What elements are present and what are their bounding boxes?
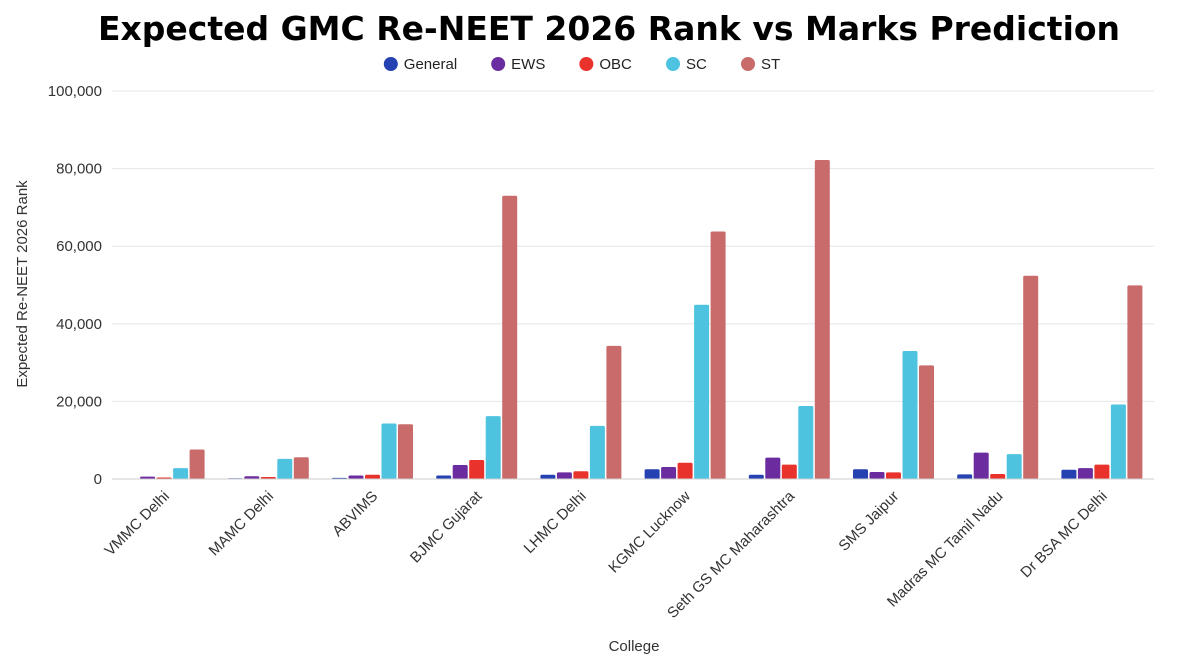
bar-st-0: [189, 449, 205, 479]
bar-obc-2: [365, 474, 380, 479]
legend-item-obc: OBC: [579, 56, 632, 73]
y-axis-ticks: 0 20,000 40,000 60,000 80,000 100,000: [48, 83, 102, 488]
x-tick-label: VMMC Delhi: [101, 488, 173, 560]
bar-sc-7: [902, 350, 918, 479]
bar-sc-1: [277, 458, 293, 479]
y-tick-label: 60,000: [56, 238, 102, 255]
legend-item-ews: EWS: [491, 56, 545, 73]
y-axis-title: Expected Re-NEET 2026 Rank: [14, 180, 31, 388]
x-tick-label: LHMC Delhi: [521, 488, 590, 557]
bar-general-9: [1061, 469, 1077, 479]
x-tick-label: Madras MC Tamil Nadu: [884, 488, 1007, 611]
legend-label: EWS: [511, 56, 545, 73]
bar-sc-2: [381, 423, 397, 479]
legend-swatch: [383, 57, 398, 71]
bar-sc-5: [694, 304, 710, 479]
bar-general-7: [853, 469, 868, 479]
legend-label: ST: [761, 56, 780, 73]
legend-item-general: General: [383, 56, 457, 73]
legend-item-sc: SC: [666, 56, 707, 73]
legend: General EWS OBC SC ST: [383, 56, 780, 73]
legend-item-st: ST: [741, 56, 780, 73]
bar-st-4: [606, 345, 622, 479]
bar-st-2: [398, 424, 413, 479]
legend-label: General: [404, 56, 457, 73]
bar-general-5: [644, 469, 660, 479]
x-tick-label: BJMC Gujarat: [407, 487, 486, 566]
y-tick-label: 0: [94, 471, 102, 488]
x-tick-label: ABVIMS: [329, 488, 381, 540]
x-tick-label: SMS Jaipur: [835, 488, 902, 555]
y-tick-label: 20,000: [56, 393, 102, 410]
y-tick-label: 100,000: [48, 83, 102, 100]
bar-ews-9: [1077, 468, 1093, 479]
bar-st-3: [502, 195, 518, 479]
bar-obc-4: [573, 471, 589, 479]
x-tick-label: MAMC Delhi: [206, 488, 278, 560]
legend-label: SC: [686, 56, 707, 73]
x-tick-label: Dr BSA MC Delhi: [1017, 488, 1110, 581]
bar-sc-9: [1110, 404, 1126, 479]
chart-title: Expected GMC Re-NEET 2026 Rank vs Marks …: [98, 9, 1120, 48]
bar-obc-3: [469, 459, 485, 479]
bar-ews-1: [244, 476, 260, 479]
bar-st-5: [710, 231, 726, 479]
bar-obc-6: [781, 464, 797, 479]
y-tick-label: 80,000: [56, 161, 102, 178]
legend-swatch: [666, 57, 681, 71]
gridlines: [112, 90, 1154, 402]
bar-ews-7: [869, 472, 885, 479]
bar-ews-0: [140, 476, 156, 479]
bar-sc-4: [589, 425, 605, 479]
bar-general-6: [748, 474, 764, 479]
bar-st-9: [1127, 285, 1143, 479]
x-axis-ticks: VMMC Delhi MAMC Delhi ABVIMS BJMC Gujarat LH…: [101, 487, 1110, 622]
bars: [123, 160, 1143, 479]
bar-obc-9: [1094, 464, 1110, 479]
bar-ews-2: [348, 475, 364, 479]
bar-obc-5: [677, 462, 693, 479]
bar-sc-8: [1006, 454, 1022, 479]
bar-st-1: [293, 457, 309, 479]
bar-obc-8: [990, 473, 1006, 479]
bar-general-8: [957, 474, 973, 479]
bar-ews-3: [452, 465, 468, 479]
bar-sc-6: [798, 406, 814, 479]
legend-label: OBC: [599, 56, 632, 73]
bar-sc-0: [173, 468, 189, 479]
bar-obc-7: [886, 472, 901, 479]
bar-st-7: [919, 365, 934, 479]
bar-sc-3: [485, 416, 501, 479]
bar-ews-6: [765, 457, 781, 479]
bar-ews-4: [556, 472, 572, 479]
bar-ews-8: [973, 452, 989, 479]
x-tick-label: KGMC Lucknow: [605, 488, 694, 577]
bar-general-4: [540, 474, 556, 479]
bar-general-3: [436, 475, 452, 479]
legend-swatch: [741, 57, 756, 71]
bar-ews-5: [661, 466, 677, 479]
legend-swatch: [491, 57, 506, 71]
bar-st-8: [1023, 275, 1039, 479]
legend-swatch: [579, 57, 594, 71]
x-axis-title: College: [609, 638, 660, 655]
bar-st-6: [814, 160, 830, 479]
y-tick-label: 40,000: [56, 316, 102, 333]
